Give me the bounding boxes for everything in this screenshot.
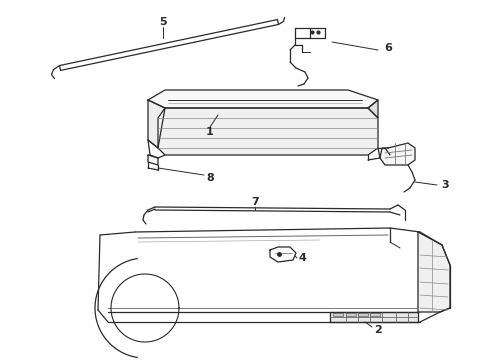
Polygon shape xyxy=(270,247,296,262)
Polygon shape xyxy=(148,100,165,148)
Text: 1: 1 xyxy=(206,127,214,137)
Polygon shape xyxy=(148,90,378,108)
Text: 6: 6 xyxy=(384,43,392,53)
Text: 2: 2 xyxy=(374,325,382,335)
Polygon shape xyxy=(330,312,418,322)
Polygon shape xyxy=(158,108,378,155)
Text: 4: 4 xyxy=(298,253,306,263)
Polygon shape xyxy=(368,100,378,118)
Polygon shape xyxy=(148,155,158,165)
Text: 3: 3 xyxy=(441,180,449,190)
Polygon shape xyxy=(333,313,343,316)
Text: 7: 7 xyxy=(251,197,259,207)
Polygon shape xyxy=(358,313,368,316)
Polygon shape xyxy=(346,313,356,316)
Text: 5: 5 xyxy=(159,17,167,27)
Text: 8: 8 xyxy=(206,173,214,183)
Polygon shape xyxy=(380,143,415,165)
Polygon shape xyxy=(418,232,450,312)
Polygon shape xyxy=(370,313,380,316)
